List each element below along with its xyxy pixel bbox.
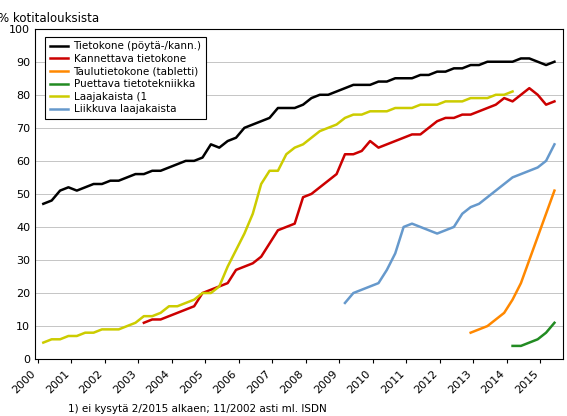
Text: % kotitalouksista: % kotitalouksista: [0, 12, 99, 25]
Legend: Tietokone (pöytä-/kann.), Kannettava tietokone, Taulutietokone (tabletti), Puett: Tietokone (pöytä-/kann.), Kannettava tie…: [45, 37, 206, 119]
Text: 1) ei kysytä 2/2015 alkaen; 11/2002 asti ml. ISDN: 1) ei kysytä 2/2015 alkaen; 11/2002 asti…: [68, 404, 327, 414]
